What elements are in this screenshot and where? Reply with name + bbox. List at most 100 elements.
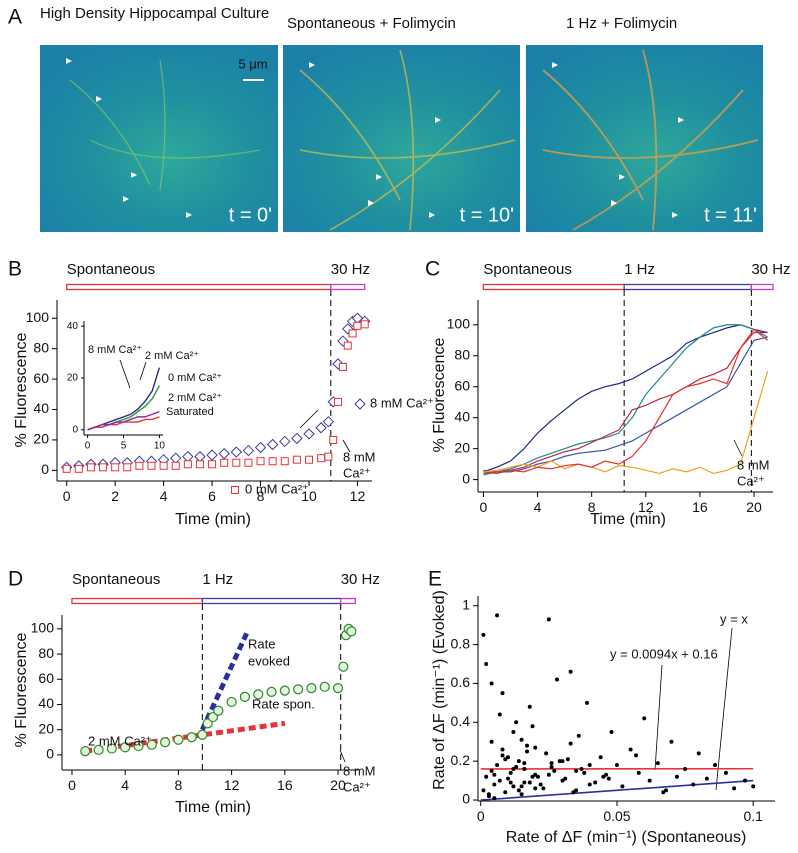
data-point — [516, 759, 521, 764]
legend-label: 8 mM Ca²⁺ — [370, 395, 434, 410]
y-tick-label: 0 — [46, 746, 54, 762]
data-point — [254, 441, 267, 454]
y-tick-label: 0.6 — [451, 674, 471, 690]
data-point — [530, 724, 535, 729]
data-point — [292, 455, 301, 464]
data-point — [522, 761, 527, 766]
series-line — [483, 331, 768, 475]
data-point — [279, 685, 290, 696]
data-point — [147, 461, 156, 470]
series-line — [483, 324, 768, 476]
leader-line — [139, 361, 147, 381]
x-axis-title: Time (min) — [590, 511, 666, 528]
data-point — [549, 761, 554, 766]
protocol-bar — [482, 283, 625, 291]
data-point — [226, 696, 237, 708]
data-point — [549, 764, 554, 769]
data-point — [674, 774, 679, 779]
y-tick-label: 0 — [462, 791, 470, 807]
data-point — [484, 662, 489, 667]
legend-label: 8 mM Ca²⁺ — [88, 344, 142, 356]
x-tick-label: 8 — [175, 777, 183, 793]
leader-line — [715, 627, 733, 791]
data-point — [80, 745, 91, 757]
data-point — [642, 716, 647, 721]
annotation: 8 mM — [343, 449, 376, 464]
protocol-label: 30 Hz — [331, 261, 370, 278]
annotation: 8 mM — [343, 763, 376, 778]
x-axis-title: Time (min) — [175, 511, 251, 528]
protocol-label: 30 Hz — [751, 261, 790, 278]
data-point — [527, 780, 532, 785]
data-point — [489, 768, 494, 773]
data-point — [123, 463, 132, 472]
y-tick-label: 20 — [33, 431, 49, 447]
protocol-label: 30 Hz — [341, 571, 380, 588]
data-point — [338, 661, 349, 672]
panel-label: E — [428, 568, 442, 591]
micrograph: 5 μm t = 0' — [40, 45, 278, 232]
data-point — [268, 457, 277, 466]
data-point — [503, 790, 508, 795]
y-tick-label: 40 — [454, 408, 470, 424]
annotation: 8 mM — [737, 457, 770, 472]
data-point — [324, 452, 333, 461]
data-point — [527, 704, 532, 709]
data-point — [206, 449, 218, 461]
fit-label: evoked — [248, 653, 290, 668]
image-title: Spontaneous + Folimycin — [287, 15, 456, 32]
time-label: t = 11' — [704, 204, 757, 226]
data-point — [486, 792, 491, 797]
x-tick-label: 20 — [330, 777, 346, 793]
data-point — [732, 786, 737, 791]
y-axis-title: % Fluorescence — [13, 333, 30, 448]
data-point — [593, 780, 598, 785]
data-point — [500, 753, 505, 758]
panel-title: High Density Hippocampal Culture — [40, 5, 269, 22]
x-tick-label: 8 — [257, 488, 265, 504]
data-point — [508, 770, 513, 775]
fit-label: Rate spon. — [252, 696, 315, 711]
data-point — [661, 790, 666, 795]
annotation: 2 mM Ca²⁺ — [88, 733, 152, 748]
leader-line — [339, 749, 346, 763]
data-point — [346, 626, 357, 637]
protocol-bar — [201, 597, 342, 605]
data-point — [546, 617, 551, 622]
y-tick-label: 100 — [26, 309, 50, 325]
data-point — [620, 784, 625, 789]
time-label: t = 10' — [460, 204, 514, 226]
y-tick-label: 60 — [33, 370, 49, 386]
data-point — [160, 737, 171, 748]
data-point — [563, 776, 568, 781]
data-point — [183, 460, 192, 469]
fit-line — [84, 720, 286, 754]
data-point — [538, 782, 543, 787]
data-point — [533, 745, 538, 750]
data-point — [220, 458, 229, 467]
time-label: t = 0' — [229, 204, 272, 226]
legend-label: 0 mM Ca²⁺ — [245, 481, 309, 496]
data-point — [568, 669, 573, 674]
leader-line — [119, 359, 131, 389]
data-point — [489, 739, 494, 744]
x-tick-label: 12 — [350, 488, 366, 504]
data-point — [173, 734, 184, 745]
data-point — [329, 435, 338, 444]
data-point — [522, 766, 527, 771]
data-point — [525, 749, 530, 754]
legend-label: 2 mM Ca²⁺ — [168, 392, 222, 404]
fit-line — [200, 630, 250, 731]
data-point — [303, 428, 315, 440]
x-tick-label: 6 — [208, 488, 216, 504]
y-axis-title: % Fluorescence — [431, 338, 448, 453]
data-point — [242, 444, 255, 457]
panel-label: D — [8, 568, 23, 591]
data-point — [293, 684, 304, 695]
data-point — [495, 613, 500, 618]
data-point — [353, 321, 362, 330]
y-tick-label: 0.8 — [451, 635, 471, 651]
data-point — [565, 757, 570, 762]
data-point — [576, 733, 581, 738]
